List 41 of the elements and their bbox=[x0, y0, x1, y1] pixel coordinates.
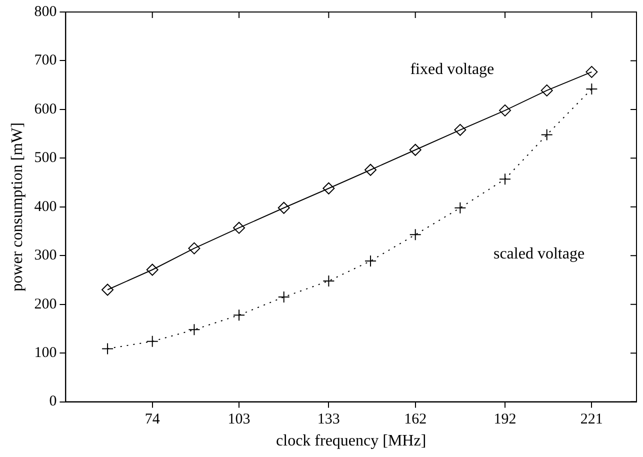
point bbox=[586, 66, 598, 78]
point bbox=[364, 254, 377, 267]
x-tick-label: 221 bbox=[580, 412, 603, 428]
point bbox=[322, 274, 335, 287]
point bbox=[454, 124, 466, 136]
point bbox=[364, 164, 377, 176]
y-tick-label: 800 bbox=[34, 4, 57, 20]
point bbox=[188, 242, 200, 254]
point bbox=[146, 335, 158, 348]
series-label: fixed voltage bbox=[410, 61, 494, 78]
x-tick-label: 133 bbox=[317, 412, 340, 428]
point bbox=[540, 84, 553, 96]
point bbox=[499, 104, 512, 116]
y-tick-label: 300 bbox=[34, 248, 57, 264]
point bbox=[188, 324, 200, 336]
point bbox=[233, 309, 246, 322]
y-tick-label: 0 bbox=[49, 394, 57, 410]
x-axis-title: clock frequency [MHz] bbox=[276, 432, 426, 450]
point bbox=[278, 202, 290, 214]
y-tick-label: 100 bbox=[34, 345, 57, 362]
y-tick-label: 200 bbox=[34, 296, 57, 312]
point bbox=[146, 264, 158, 276]
point bbox=[540, 128, 553, 141]
y-tick-label: 700 bbox=[34, 52, 57, 69]
y-tick-label: 500 bbox=[34, 150, 57, 166]
x-tick-label: 192 bbox=[494, 412, 516, 428]
point bbox=[454, 202, 466, 214]
y-tick-label: 600 bbox=[34, 101, 57, 118]
y-tick-label: 400 bbox=[34, 198, 57, 215]
point bbox=[409, 228, 422, 241]
y-axis-title: power consumption [mW] bbox=[8, 122, 26, 292]
x-tick-label: 74 bbox=[144, 412, 160, 428]
x-tick-label: 162 bbox=[404, 412, 427, 428]
point bbox=[322, 182, 335, 194]
text: scaled voltage bbox=[493, 245, 585, 262]
point bbox=[278, 291, 290, 304]
point bbox=[409, 144, 422, 156]
point bbox=[102, 342, 114, 355]
x-tick-label: 103 bbox=[228, 412, 250, 428]
point bbox=[102, 284, 114, 296]
point bbox=[233, 222, 246, 234]
